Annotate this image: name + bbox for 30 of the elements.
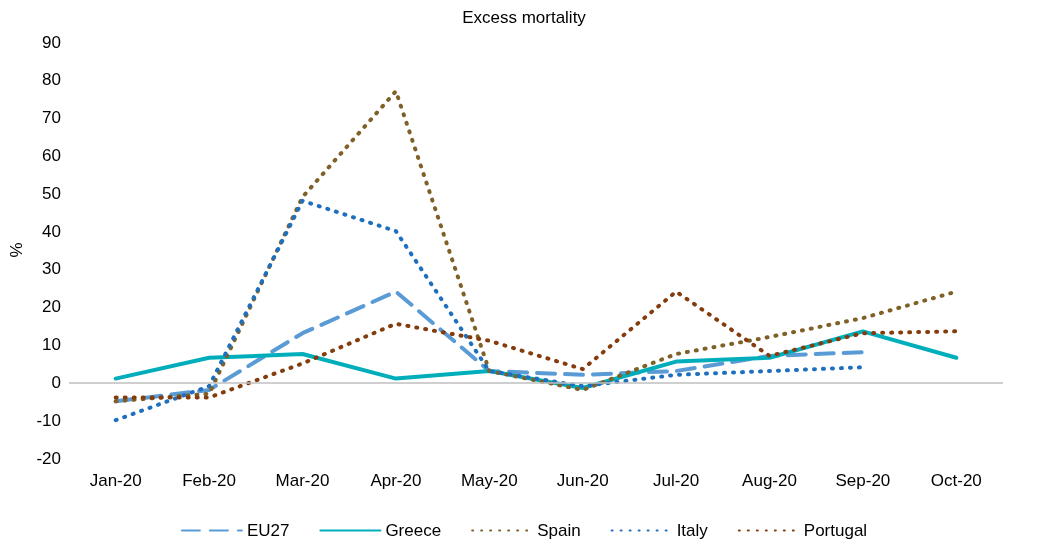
x-tick-label: Jan-20 xyxy=(89,471,142,490)
x-tick-label: Aug-20 xyxy=(742,471,797,490)
y-tick-label: 80 xyxy=(42,70,61,90)
legend-label: Portugal xyxy=(803,521,868,540)
legend-label: Spain xyxy=(537,521,581,540)
chart-title: Excess mortality xyxy=(462,8,587,27)
x-tick-label: Jul-20 xyxy=(652,471,700,490)
x-tick-label: Mar-20 xyxy=(275,471,330,490)
y-tick-label: 0 xyxy=(51,372,61,392)
y-tick-label: 90 xyxy=(42,32,61,52)
y-tick-label: -20 xyxy=(36,448,61,468)
y-tick-label: 60 xyxy=(42,145,61,165)
legend-label: Greece xyxy=(385,521,442,540)
y-tick-label: 50 xyxy=(42,183,61,203)
x-tick-label: Feb-20 xyxy=(182,471,237,490)
x-tick-label: Apr-20 xyxy=(370,471,422,490)
x-tick-label: Jun-20 xyxy=(556,471,609,490)
x-tick-label: Sep-20 xyxy=(835,471,891,490)
legend-label: EU27 xyxy=(246,521,290,540)
y-tick-label: 40 xyxy=(42,221,61,241)
y-tick-label: 10 xyxy=(42,335,61,355)
line-series xyxy=(113,198,865,423)
x-tick-label: May-20 xyxy=(460,471,518,490)
y-axis-title: % xyxy=(7,242,26,258)
y-tick-label: 30 xyxy=(42,259,61,279)
legend-label: Italy xyxy=(676,521,709,540)
y-tick-label: 20 xyxy=(42,297,61,317)
y-tick-label: -10 xyxy=(36,410,61,430)
y-tick-label: 70 xyxy=(42,108,61,128)
x-tick-label: Oct-20 xyxy=(930,471,982,490)
